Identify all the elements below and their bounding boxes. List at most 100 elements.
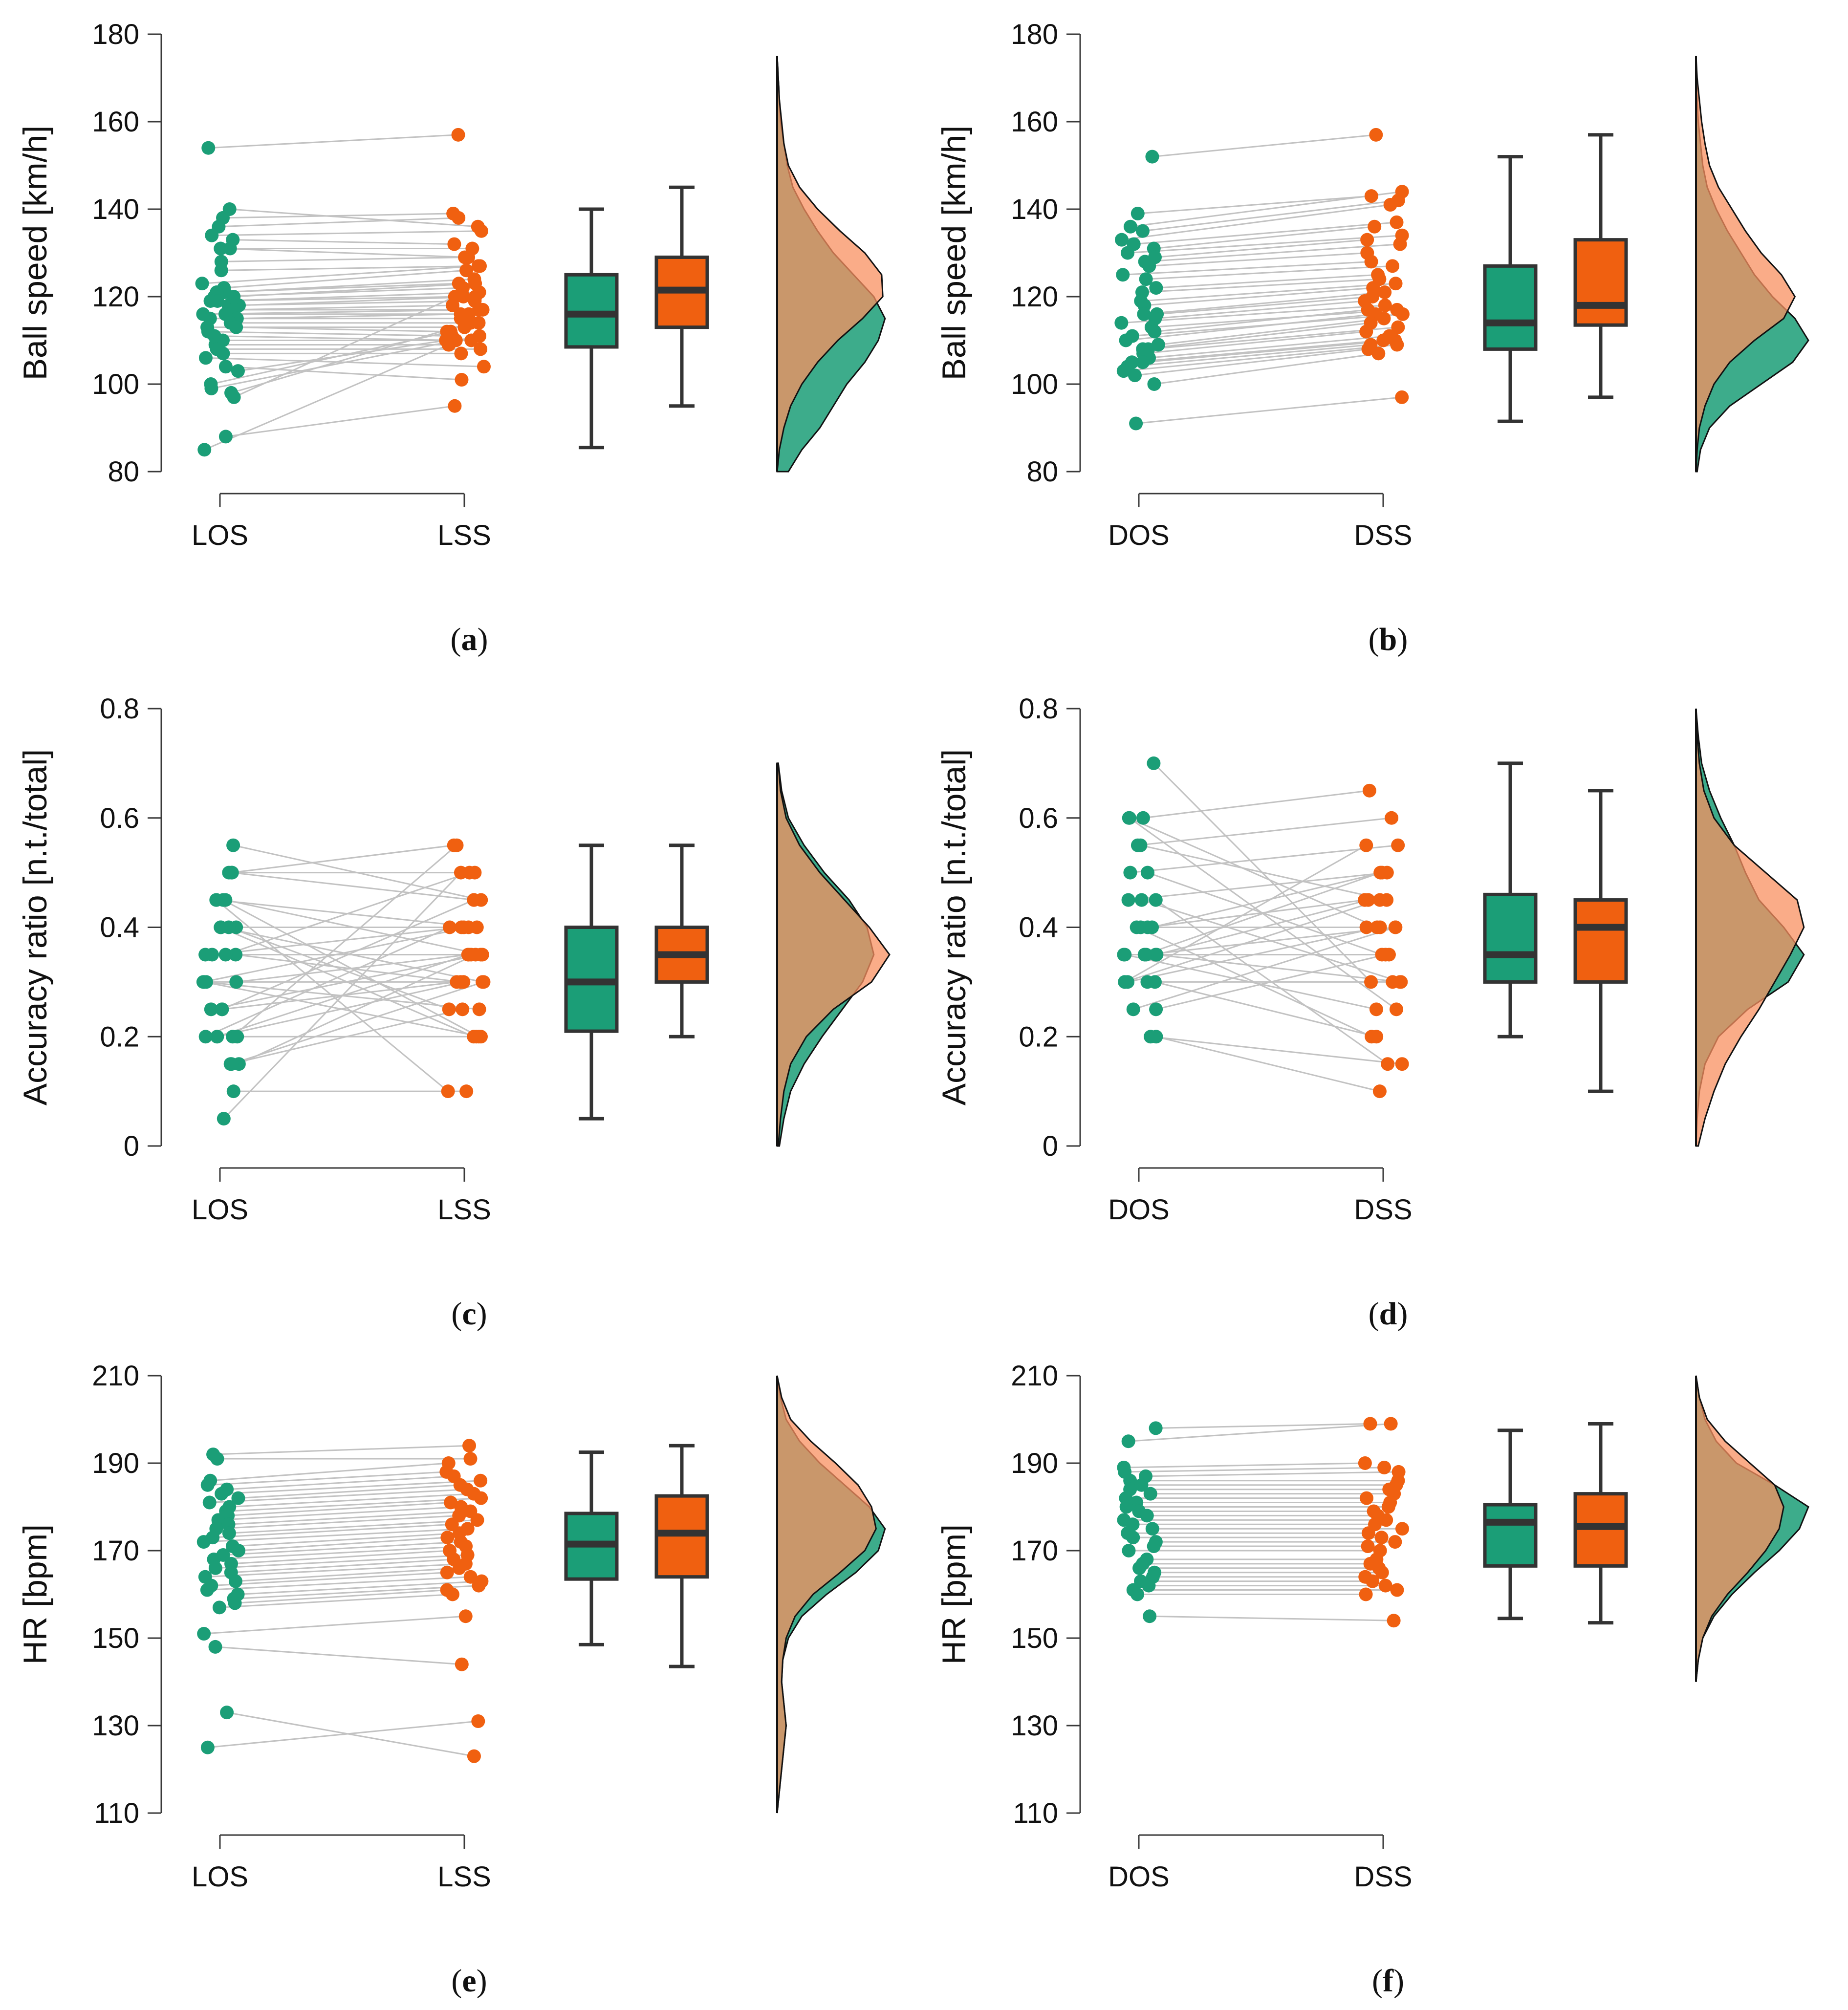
lss-point: [474, 342, 488, 356]
pair-line: [205, 1563, 466, 1578]
pair-line: [210, 296, 464, 302]
y-tick-label: 170: [92, 1535, 139, 1567]
lss-point: [451, 128, 465, 142]
pair-line: [229, 1493, 474, 1508]
los-point: [1131, 1587, 1145, 1601]
caption-letter: a: [461, 622, 478, 657]
panel-f: 110 130 150 170 190 210 HR [bpm] DOS DSS (f): [935, 1360, 1809, 1999]
lss-point: [444, 1495, 458, 1510]
pair-line: [203, 927, 469, 983]
pair-line: [1150, 1615, 1394, 1621]
los-point: [216, 346, 230, 361]
lss-point: [467, 1030, 481, 1044]
los-point: [228, 1596, 242, 1610]
box-los: [1483, 264, 1538, 351]
pair-line: [219, 1594, 453, 1608]
pair-line: [221, 256, 465, 262]
caption-paren-close: ): [1397, 622, 1408, 657]
los-point: [200, 1740, 215, 1754]
lss-point: [471, 259, 485, 273]
los-point: [1147, 1539, 1161, 1554]
panel-d: 0 0.2 0.4 0.6 0.8 Accuracy ratio [n.t./total]…: [935, 693, 1805, 1332]
y-tick-label: 0.2: [1019, 1021, 1058, 1053]
pair-line: [205, 927, 450, 1037]
pair-line: [1126, 313, 1376, 341]
y-tick-label: 100: [1011, 368, 1058, 400]
box-lss: [1573, 898, 1628, 984]
los-point: [1145, 150, 1159, 164]
lss-point: [1384, 1417, 1398, 1431]
pair-line: [236, 953, 469, 983]
pair-line: [220, 248, 469, 258]
y-tick-label: 130: [1011, 1710, 1058, 1742]
lss-point: [461, 920, 476, 934]
los-point: [1131, 206, 1145, 220]
panel-e: 110 130 150 170 190 210 HR [bpm] LOS LSS (e): [17, 1360, 886, 1999]
pair-line: [1141, 282, 1396, 302]
los-point: [214, 263, 228, 278]
pair-line: [239, 954, 476, 1065]
box-los: [1483, 892, 1538, 984]
lss-point: [1370, 1030, 1384, 1044]
y-tick-label: 100: [92, 368, 139, 400]
los-point: [231, 1544, 245, 1557]
lss-point: [1373, 865, 1388, 880]
los-point: [1123, 865, 1137, 880]
los-point: [195, 277, 209, 291]
los-point: [1149, 281, 1163, 295]
pair-line: [213, 1523, 452, 1538]
los-point: [223, 241, 237, 256]
pair-line: [232, 1532, 459, 1547]
los-point: [218, 430, 233, 444]
los-point: [1114, 233, 1129, 247]
pair-line: [1124, 1462, 1365, 1469]
los-point: [1119, 333, 1133, 347]
lss-point: [1391, 838, 1405, 852]
pair-line: [231, 1558, 454, 1574]
pair-line: [1124, 899, 1380, 983]
lss-point: [1395, 307, 1410, 321]
pair-line: [1134, 348, 1369, 376]
pair-line: [1154, 239, 1368, 258]
lss-point: [1364, 189, 1378, 203]
los-point: [1116, 364, 1131, 378]
pair-line: [229, 208, 478, 228]
panel-caption: (a): [451, 622, 488, 657]
pair-line: [225, 405, 455, 437]
lss-point: [1389, 277, 1403, 291]
los-point: [1139, 272, 1153, 286]
pair-line: [1128, 1423, 1391, 1442]
pair-line: [1125, 1467, 1385, 1473]
los-point: [1133, 838, 1148, 852]
los-point: [226, 838, 240, 852]
lss-point: [1372, 1084, 1387, 1099]
los-point: [198, 1030, 213, 1044]
los-point: [1147, 377, 1161, 391]
los-point: [1148, 975, 1162, 989]
pair-line: [217, 282, 459, 293]
los-point: [196, 1535, 211, 1549]
lss-point: [454, 346, 468, 361]
pair-line: [1147, 872, 1382, 955]
lss-point: [463, 1452, 478, 1466]
lss-point: [441, 1084, 455, 1099]
pair-line: [1152, 872, 1383, 928]
los-point: [227, 390, 241, 404]
y-tick-label: 150: [92, 1622, 139, 1654]
panel-a: 80 100 120 140 160 180 Ball speed [km/h] LOS LSS…: [17, 19, 886, 657]
los-point: [198, 351, 213, 365]
y-tick-label: 160: [92, 106, 139, 138]
pair-line: [1149, 252, 1368, 267]
lss-point: [450, 838, 464, 852]
los-point: [1126, 1002, 1140, 1016]
pair-line: [1146, 265, 1393, 280]
los-point: [1149, 1421, 1163, 1435]
lss-point: [452, 211, 466, 225]
pair-line: [216, 899, 449, 1092]
los-point: [200, 1583, 214, 1597]
pair-line: [222, 981, 457, 1010]
box-lss: [1573, 238, 1628, 327]
lss-point: [471, 1714, 485, 1729]
lss-point: [1359, 1587, 1373, 1601]
lss-point: [1363, 1417, 1377, 1431]
